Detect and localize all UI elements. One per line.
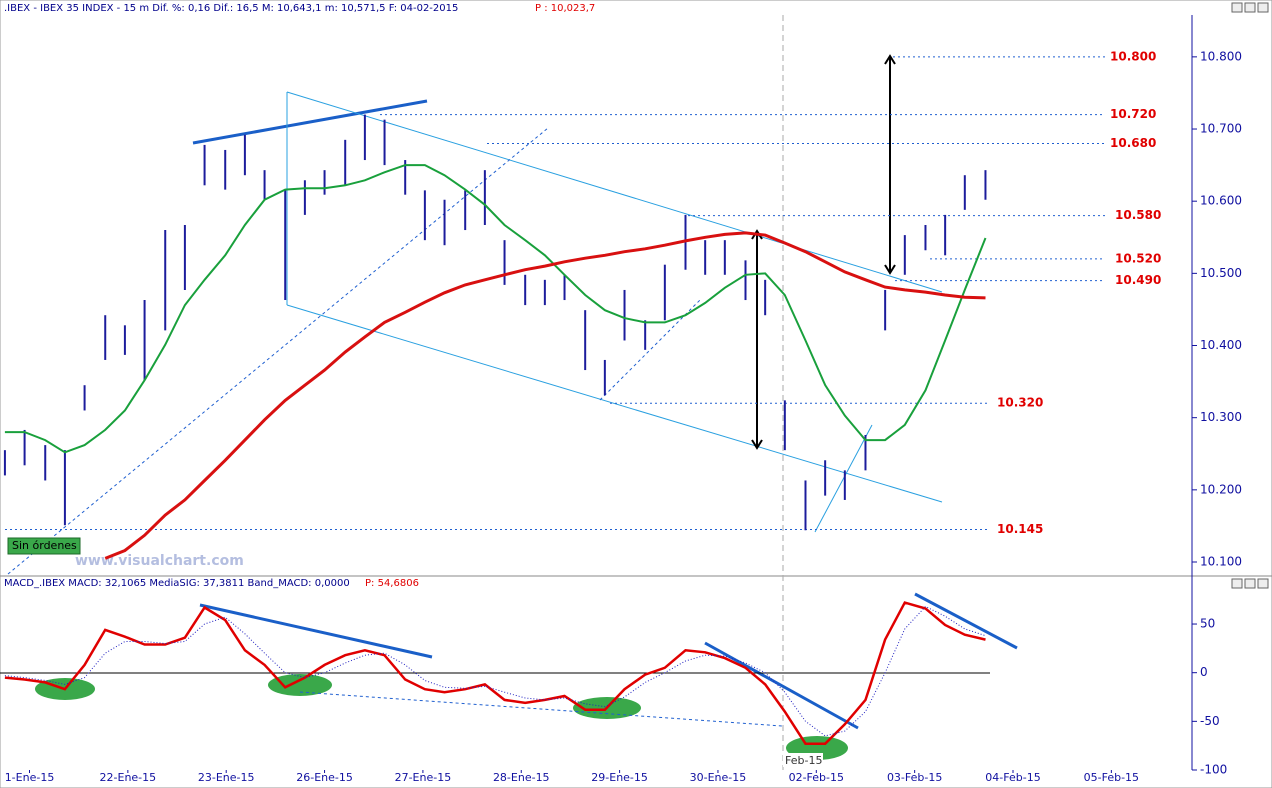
macd-price: P: 54,6806 (365, 578, 419, 589)
close[interactable] (1257, 578, 1269, 589)
highlight (268, 674, 332, 696)
chart-title: .IBEX - IBEX 35 INDEX - 15 m Dif. %: 0,1… (4, 3, 458, 14)
moving-average (104, 231, 986, 560)
level-label: 10.580 (1115, 208, 1161, 222)
level-label: 10.800 (1110, 49, 1156, 63)
arrow-head (884, 54, 896, 275)
level-label: 10.490 (1115, 273, 1161, 287)
x-tick-label: 22-Ene-15 (100, 771, 157, 784)
x-tick-label: 27-Ene-15 (395, 771, 452, 784)
minimize[interactable] (1231, 578, 1243, 589)
dashed-trendline (7, 127, 549, 575)
watermark: www.visualchart.com (75, 553, 244, 569)
window-buttons[interactable] (1231, 2, 1269, 589)
channel-line (286, 91, 943, 293)
channel-line (814, 424, 873, 533)
y-tick-label: 10.800 (1200, 49, 1242, 63)
y-tick-label: 10.600 (1200, 194, 1242, 208)
trendline (704, 641, 859, 730)
x-tick-label: 05-Feb-15 (1084, 771, 1139, 784)
y-tick-label: -50 (1200, 714, 1220, 728)
y-tick-label: -100 (1200, 763, 1227, 777)
level-label: 10.145 (997, 522, 1043, 536)
trendline (192, 99, 428, 145)
y-tick-label: 0 (1200, 665, 1208, 679)
maximize[interactable] (1244, 2, 1256, 13)
x-tick-label: 29-Ene-15 (591, 771, 648, 784)
price-title: P : 10,023,7 (535, 3, 595, 14)
x-tick-label: 02-Feb-15 (789, 771, 844, 784)
macd-line (4, 605, 986, 737)
channel-line (286, 304, 943, 503)
maximize[interactable] (1244, 578, 1256, 589)
level-label: 10.320 (997, 396, 1043, 410)
marker-bg (783, 753, 823, 767)
x-tick-label: 1-Ene-15 (5, 771, 55, 784)
x-tick-label: 30-Ene-15 (690, 771, 747, 784)
trendline (199, 603, 433, 659)
y-tick-label: 10.200 (1200, 482, 1242, 496)
orders-button-label[interactable]: Sin órdenes (12, 539, 77, 552)
trendline (914, 592, 1018, 650)
y-tick-label: 50 (1200, 617, 1215, 631)
arrow-head (751, 229, 763, 450)
dashed-trendline (299, 691, 783, 727)
level-label: 10.680 (1110, 136, 1156, 150)
close[interactable] (1257, 2, 1269, 13)
macd-title: MACD_.IBEX MACD: 32,1065 MediaSIG: 37,38… (4, 578, 350, 589)
y-tick-label: 10.700 (1200, 122, 1242, 136)
y-tick-label: 10.100 (1200, 555, 1242, 569)
orders-button[interactable] (7, 537, 81, 555)
level-label: 10.720 (1110, 107, 1156, 121)
x-tick-label: 03-Feb-15 (887, 771, 942, 784)
date-marker: Feb-15 (785, 754, 822, 767)
level-label: 10.520 (1115, 251, 1161, 265)
y-tick-label: 10.500 (1200, 266, 1242, 280)
x-tick-label: 28-Ene-15 (493, 771, 550, 784)
x-tick-label: 26-Ene-15 (296, 771, 353, 784)
y-tick-label: 10.400 (1200, 338, 1242, 352)
minimize[interactable] (1231, 2, 1243, 13)
x-tick-label: 23-Ene-15 (198, 771, 255, 784)
y-tick-label: 10.300 (1200, 410, 1242, 424)
x-tick-label: 04-Feb-15 (985, 771, 1040, 784)
moving-average (4, 164, 987, 454)
